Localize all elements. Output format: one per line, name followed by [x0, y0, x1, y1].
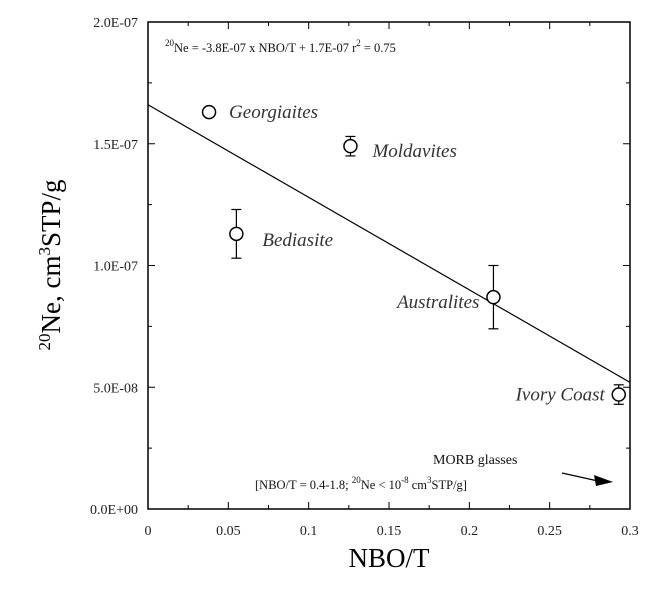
y-tick-label: 5.0E-08	[93, 381, 138, 396]
data-point	[343, 138, 358, 154]
morb-arrow-shaft	[561, 472, 599, 482]
morb-arrow-head	[594, 475, 613, 486]
y-tick-label: 0.0E+00	[90, 503, 138, 518]
y-axis-title-main: Ne, cm	[36, 256, 66, 334]
x-axis-title: NBO/T	[349, 543, 431, 573]
morb-note-suffix: STP/g]	[432, 478, 467, 492]
morb-note-unit: cm	[409, 478, 428, 492]
morb-note-sup1: 20	[352, 475, 362, 485]
regression-equation: 20Ne = -3.8E-07 x NBO/T + 1.7E-07 r2 = 0…	[165, 38, 396, 55]
x-tick-label: 0.1	[300, 524, 318, 539]
x-tick-labels: 0 0.05 0.1 0.15 0.2 0.25 0.3	[145, 524, 639, 539]
morb-note-mid: Ne < 10	[361, 478, 401, 492]
equation-text: Ne = -3.8E-07 x NBO/T + 1.7E-07 r	[174, 41, 357, 55]
y-axis-title: 20Ne, cm3STP/g	[35, 180, 66, 351]
point-label: Ivory Coast	[515, 385, 606, 406]
data-point	[611, 387, 627, 402]
y-axis-title-rest: STP/g	[36, 180, 66, 248]
axis-ticks	[147, 21, 631, 510]
equation-r-superscript: 2	[356, 38, 361, 48]
data-point	[486, 289, 501, 305]
x-tick-label: 0.2	[461, 524, 479, 539]
point-label: Georgiaites	[229, 102, 318, 123]
data-point	[201, 104, 217, 120]
morb-label: MORB glasses	[433, 453, 517, 468]
morb-note-sup2: -8	[401, 475, 409, 485]
fit-line	[147, 104, 631, 383]
x-tick-label: 0.25	[537, 524, 562, 539]
equation-r-value: = 0.75	[361, 41, 396, 55]
equation-isotope-superscript: 20	[165, 38, 175, 48]
point-label: Australites	[395, 292, 479, 313]
x-tick-label: 0.3	[621, 524, 639, 539]
point-label: Bediasite	[262, 230, 333, 251]
plot-frame	[147, 21, 631, 510]
y-axis-title-superscript-3: 3	[35, 247, 54, 256]
y-tick-label: 1.5E-07	[93, 138, 138, 153]
point-label: Moldavites	[371, 141, 456, 162]
y-tick-label: 1.0E-07	[93, 260, 138, 275]
morb-note: [NBO/T = 0.4-1.8; 20Ne < 10-8 cm3STP/g]	[255, 475, 467, 492]
point-labels: Georgiaites Moldavites Bediasite Australite…	[229, 102, 605, 405]
data-points	[201, 104, 627, 405]
x-tick-label: 0.05	[216, 524, 241, 539]
morb-arrow	[561, 472, 613, 486]
morb-note-prefix: [NBO/T = 0.4-1.8;	[255, 478, 352, 492]
y-tick-labels: 0.0E+00 5.0E-08 1.0E-07 1.5E-07 2.0E-07	[90, 16, 138, 518]
y-axis-title-superscript: 20	[35, 334, 54, 351]
morb-note-sup3: 3	[427, 475, 432, 485]
y-tick-label: 2.0E-07	[93, 16, 138, 31]
x-tick-label: 0.15	[377, 524, 402, 539]
x-tick-label: 0	[145, 524, 152, 539]
data-point	[229, 226, 244, 242]
